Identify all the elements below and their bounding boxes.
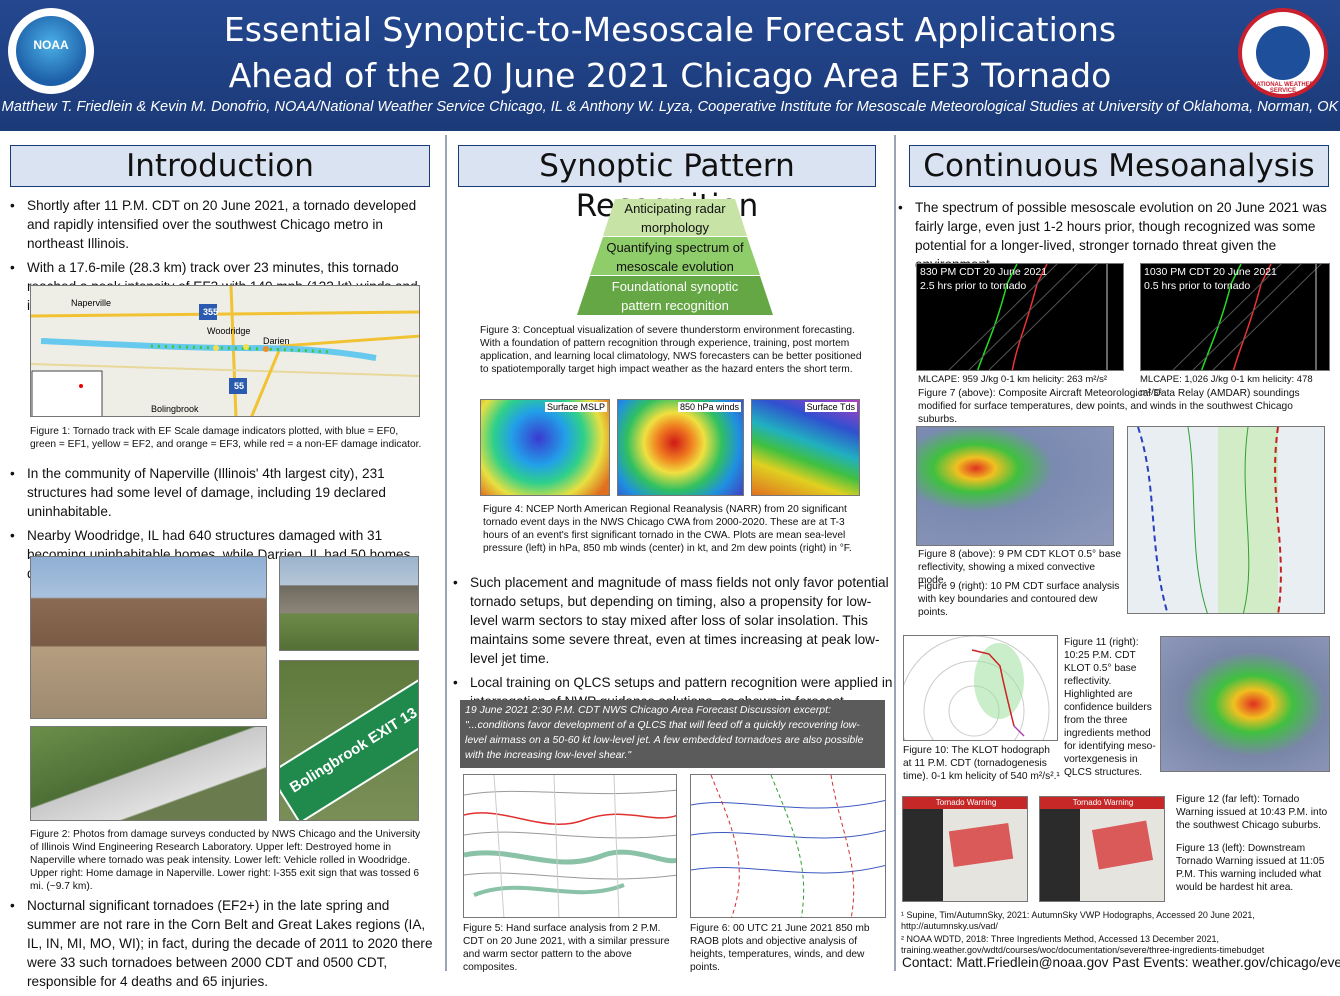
tornado-track-map: Naperville Woodridge Darien Bolingbrook … [30,285,420,417]
afd-excerpt: 19 June 2021 2:30 P.M. CDT NWS Chicago A… [460,700,885,768]
sounding-subtitle: 2.5 hrs prior to tornado [920,280,1027,292]
photo-home-damage [279,556,419,651]
footnote: ² NOAA WDTD, 2018: Three Ingredients Met… [901,934,1265,955]
fig8-caption: Figure 8 (above): 9 PM CDT KLOT 0.5° bas… [918,549,1122,586]
poster-title-line2: Ahead of the 20 June 2021 Chicago Area E… [228,56,1112,95]
photo-rolled-vehicle [30,726,267,821]
sounding-830pm-svg [948,264,1108,370]
intro-bullet: Shortly after 11 P.M. CDT on 20 June 202… [10,196,438,253]
contact-line: Contact: Matt.Friedlein@noaa.gov Past Ev… [902,955,1340,970]
radar-9pm [916,426,1114,546]
narr-dewpoint-panel: Surface Tds [751,399,860,496]
fig10-caption: Figure 10: The KLOT hodograph at 11 P.M.… [903,745,1060,782]
sounding-830pm: 830 PM CDT 20 June 2021 2.5 hrs prior to… [916,263,1124,371]
interstate-shield-label: 55 [234,381,245,391]
pyramid-base: Foundational synoptic pattern recognitio… [611,279,739,313]
intro-bullet: In the community of Naperville (Illinois… [10,464,438,521]
tornado-track-svg [31,286,419,416]
meso-heading: Continuous Mesoanalysis [909,145,1329,187]
noaa-logo-text: NOAA [33,38,69,52]
fig2-caption: Figure 2: Photos from damage surveys con… [30,829,421,892]
sounding-1030pm-svg [1172,264,1322,370]
column-divider [894,135,896,971]
sounding1-stats: MLCAPE: 959 J/kg 0-1 km helicity: 263 m²… [918,374,1108,385]
surface-analysis-10pm [1127,426,1325,614]
tornado-warning-1043pm: Tornado Warning [902,796,1028,902]
intro-bullet: Nocturnal significant tornadoes (EF2+) i… [10,896,442,991]
sounding-subtitle: 0.5 hrs prior to tornado [1144,280,1251,292]
nws-logo: NATIONAL WEATHER SERVICE [1238,8,1328,98]
sounding-title: 1030 PM CDT 20 June 2021 [1144,266,1277,278]
poster-header: NOAA Essential Synoptic-to-Mesoscale For… [0,0,1340,131]
warning-banner: Tornado Warning [903,797,1027,809]
fig7-caption: Figure 7 (above): Composite Aircraft Met… [918,388,1300,425]
fig3-caption: Figure 3: Conceptual visualization of se… [480,325,862,375]
nws-logo-text: NATIONAL WEATHER SERVICE [1252,82,1314,94]
fig9-caption: Figure 9 (right): 10 PM CDT surface anal… [918,581,1120,618]
column-divider [445,135,447,971]
fig6-caption: Figure 6: 00 UTC 21 June 2021 850 mb RAO… [690,923,870,973]
pyramid-middle: Quantifying spectrum of mesoscale evolut… [606,240,744,274]
footnote: ¹ Supine, Tim/AutumnSky, 2021: AutumnSky… [901,910,1255,931]
fig13-caption: Figure 13 (left): Downstream Tornado War… [1176,843,1325,893]
narr-850mb-panel: 850 hPa winds [617,399,744,496]
fig11-caption: Figure 11 (right): 10:25 P.M. CDT KLOT 0… [1064,637,1156,778]
pyramid-top: Anticipating radar morphology [624,201,726,235]
synoptic-bullet: Such placement and magnitude of mass fie… [453,573,893,668]
fig12-caption: Figure 12 (far left): Tornado Warning is… [1176,794,1328,831]
intro-bullets-mid: In the community of Naperville (Illinois… [10,464,438,588]
surface-analysis-map [463,774,677,918]
fig1-caption: Figure 1: Tornado track with EF Scale da… [30,426,422,450]
poster-title-line1: Essential Synoptic-to-Mesoscale Forecast… [223,10,1117,49]
fig5-caption: Figure 5: Hand surface analysis from 2 P… [463,923,670,973]
panel-label: 850 hPa winds [677,402,741,412]
radar-1025pm [1160,636,1330,772]
warning-banner: Tornado Warning [1040,797,1164,809]
interstate-shield-label: 355 [203,307,219,317]
footnotes: ¹ Supine, Tim/AutumnSky, 2021: AutumnSky… [901,910,1337,956]
sounding-title: 830 PM CDT 20 June 2021 [920,266,1048,278]
intro-bullets-bottom: Nocturnal significant tornadoes (EF2+) i… [10,896,442,996]
hodograph-svg [904,636,1050,740]
map-label: Darien [263,336,290,346]
narr-mslp-panel: Surface MSLP [480,399,610,496]
poster-authors: Matthew T. Friedlein & Kevin M. Donofrio… [1,99,1339,115]
fig4-caption: Figure 4: NCEP North American Regional R… [483,504,852,554]
hodograph-11pm [903,635,1058,741]
panel-label: Surface MSLP [544,402,607,412]
map-label: Bolingbrook [151,404,199,414]
panel-label: Surface Tds [804,402,857,412]
afd-excerpt-head: 19 June 2021 2:30 P.M. CDT NWS Chicago A… [465,704,831,716]
photo-exit-sign: Bolingbrook EXIT 13 [279,660,419,821]
tornado-warning-1105pm: Tornado Warning [1039,796,1165,902]
map-label: Naperville [71,298,112,308]
sounding2-stats: MLCAPE: 1,026 J/kg 0-1 km helicity: 478 … [1140,374,1313,398]
intro-heading: Introduction [10,145,430,187]
forecast-pyramid [577,199,773,315]
sounding-1030pm: 1030 PM CDT 20 June 2021 0.5 hrs prior t… [1140,263,1330,371]
raob-850mb-svg [691,775,885,917]
afd-excerpt-body: "...conditions favor development of a QL… [465,719,864,761]
noaa-logo: NOAA [8,8,94,94]
photo-destroyed-home [30,556,267,719]
surface-analysis-svg [464,775,676,917]
surface-analysis-10pm-svg [1137,427,1282,613]
map-label: Woodridge [207,326,251,336]
synoptic-heading: Synoptic Pattern Recognition [458,145,876,224]
raob-850mb-map [690,774,886,918]
